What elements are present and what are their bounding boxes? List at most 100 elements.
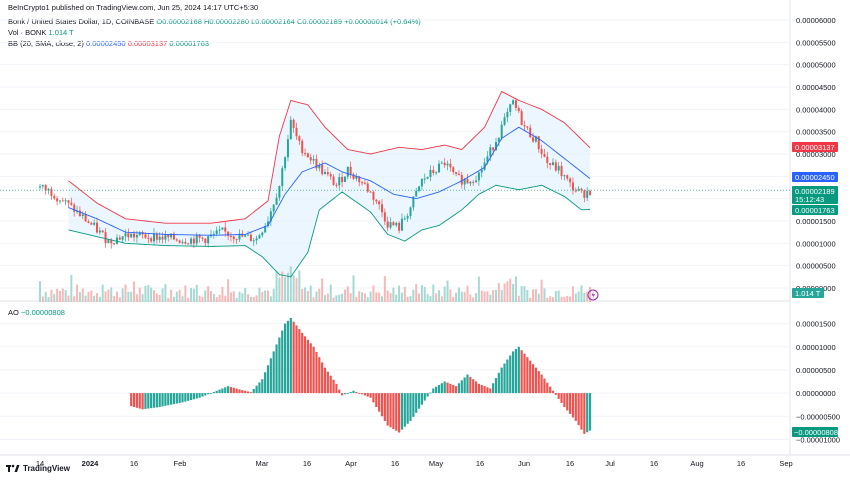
candle-body xyxy=(227,231,230,236)
candle-body xyxy=(73,204,76,212)
volume-bar xyxy=(261,291,264,302)
ao-bar xyxy=(423,393,426,401)
volume-bar xyxy=(463,291,466,302)
candle-body xyxy=(509,104,512,112)
time-tick-label: 14 xyxy=(36,459,44,468)
ao-bar xyxy=(249,392,252,394)
ao-bar xyxy=(130,393,133,407)
candle-body xyxy=(466,178,469,184)
ao-bar xyxy=(155,393,158,408)
ao-bar xyxy=(175,393,178,404)
volume-bar xyxy=(229,292,232,302)
ao-bar xyxy=(301,332,304,394)
candle-body xyxy=(349,166,352,175)
volume-tag-label: 1.014 T xyxy=(795,289,821,298)
ao-bar xyxy=(446,382,449,394)
ao-bar xyxy=(463,377,466,394)
volume-bar xyxy=(395,294,398,302)
ao-bar xyxy=(551,390,555,394)
candle-body xyxy=(549,163,552,165)
candle-body xyxy=(229,235,232,237)
volume-bar xyxy=(150,287,153,302)
candle-body xyxy=(571,182,574,191)
candle-body xyxy=(415,190,418,197)
volume-bar xyxy=(363,293,366,302)
candle-body xyxy=(195,234,198,244)
price-tick-label: 0.00005500 xyxy=(796,38,836,47)
candle-body xyxy=(435,172,438,174)
volume-bar xyxy=(398,285,401,302)
volume-bar xyxy=(56,288,59,302)
volume-bar xyxy=(546,297,549,302)
candle-body xyxy=(366,183,369,192)
candle-body xyxy=(503,117,506,125)
candle-body xyxy=(306,153,309,158)
volume-bar xyxy=(569,296,572,302)
volume-bar xyxy=(301,288,304,302)
ao-bar xyxy=(338,389,341,394)
volume-bar xyxy=(543,288,546,302)
candle-body xyxy=(426,177,429,179)
time-tick-label: 2024 xyxy=(82,459,100,468)
ao-bar xyxy=(232,387,235,394)
volume-bar xyxy=(549,296,552,302)
candle-body xyxy=(289,119,292,140)
candle-body xyxy=(324,172,326,175)
ao-bar xyxy=(395,393,398,431)
ao-bar xyxy=(443,381,446,394)
ao-bar xyxy=(569,393,572,414)
volume-bar xyxy=(235,297,238,302)
volume-bar xyxy=(175,291,178,302)
volume-bar xyxy=(423,286,426,302)
candle-body xyxy=(318,164,321,169)
volume-bar xyxy=(415,284,418,302)
lightning-glyph xyxy=(591,291,595,299)
ao-bar xyxy=(278,337,281,394)
ao-bar xyxy=(369,393,372,398)
candle-body xyxy=(321,164,324,175)
candle-body xyxy=(560,165,563,177)
candle-body xyxy=(355,176,358,179)
volume-bar xyxy=(497,283,500,302)
volume-bar xyxy=(144,285,147,302)
ao-bar xyxy=(221,388,224,394)
volume-bar xyxy=(115,291,118,302)
volume-bar xyxy=(78,292,81,302)
volume-bar xyxy=(523,286,526,302)
ao-bar xyxy=(472,379,475,394)
volume-bar xyxy=(503,283,506,302)
ao-bar xyxy=(318,357,321,394)
publisher-header: BeInCrypto1 published on TradingView.com… xyxy=(8,3,259,12)
ao-bar xyxy=(358,393,361,394)
volume-bar xyxy=(295,277,298,302)
volume-bar xyxy=(403,286,406,302)
ao-bar xyxy=(412,393,415,417)
ao-bar xyxy=(150,393,153,409)
volume-bar xyxy=(480,290,483,302)
volume-bar xyxy=(147,285,150,302)
volume-legend: Vol · BONK 1.014 T xyxy=(8,28,74,37)
candle-body xyxy=(258,235,261,239)
ao-bar xyxy=(554,393,557,395)
candle-body xyxy=(343,176,346,183)
volume-bar xyxy=(215,297,218,302)
volume-bar xyxy=(227,279,230,302)
ao-bar xyxy=(207,393,210,395)
candle-body xyxy=(375,199,378,202)
ao-bar xyxy=(494,378,498,394)
volume-bar xyxy=(438,290,440,302)
candle-body xyxy=(389,222,392,228)
volume-bar xyxy=(577,291,580,302)
volume-bar xyxy=(118,297,121,302)
ao-bar xyxy=(372,393,375,403)
candle-body xyxy=(534,136,537,142)
ao-bar xyxy=(586,393,589,433)
candle-body xyxy=(443,162,446,166)
candle-body xyxy=(395,222,398,226)
ao-bar xyxy=(215,390,218,394)
price-tick-label: 0.00004500 xyxy=(796,83,836,92)
ao-bar xyxy=(429,392,432,394)
candle-body xyxy=(267,221,269,227)
candle-body xyxy=(181,241,184,243)
